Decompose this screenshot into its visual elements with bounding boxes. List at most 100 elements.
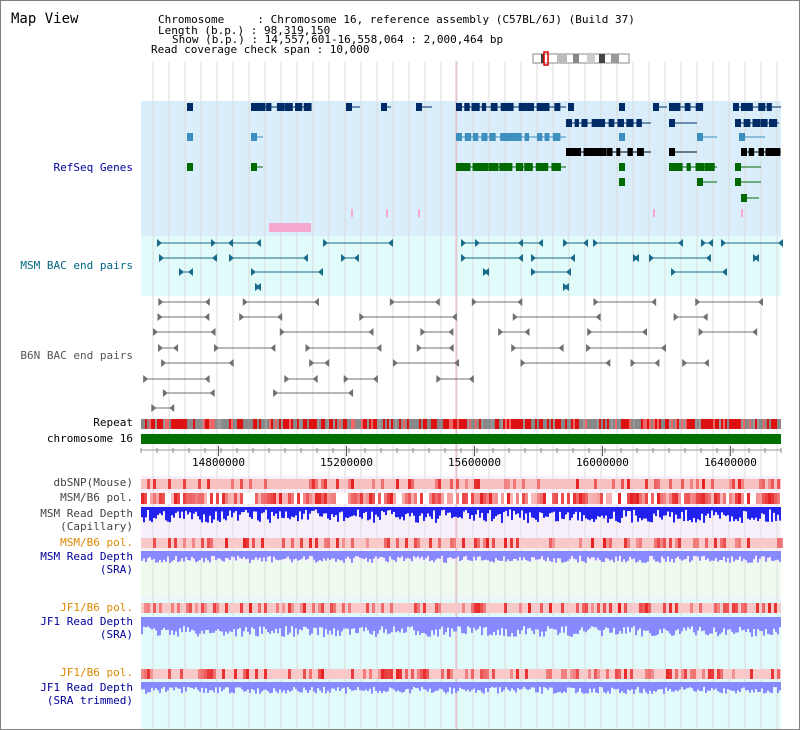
msm-depth-capillary-bar — [777, 507, 779, 515]
msm-bac-end — [256, 239, 261, 247]
msm-depth-capillary-bar — [755, 507, 757, 518]
repeat-segment — [467, 419, 469, 429]
jf1-depth-sra-bar — [385, 617, 387, 630]
jf1-depth-trimmed-bar — [369, 682, 371, 689]
b6n-bac-end — [605, 359, 611, 367]
dbsnp-track-cell — [669, 479, 672, 489]
jf1-depth-sra-bar — [541, 617, 543, 632]
dbsnp-track-cell — [768, 479, 771, 489]
track-label-dbsnp[interactable]: dbSNP(Mouse) — [53, 476, 133, 489]
jf1-depth-trimmed-bar — [443, 682, 445, 692]
msm-depth-sra-bar — [665, 551, 667, 562]
msm-depth-capillary-bar — [191, 507, 193, 520]
msm-depth-capillary-bar — [451, 507, 453, 519]
jf1-depth-sra-bar — [637, 617, 639, 631]
dbsnp-track-cell — [198, 479, 201, 489]
jf1-depth-sra-bar — [689, 617, 691, 629]
msm-depth-sra-bar — [157, 551, 159, 563]
track-label-jf1-b6-pol-1[interactable]: JF1/B6 pol. — [60, 601, 133, 614]
track-label-msm-depth-sra[interactable]: MSM Read Depth — [40, 550, 133, 563]
jf1-depth-trimmed-bar — [555, 682, 557, 694]
msm-depth-sra-bar — [361, 551, 363, 559]
jf1-b6-pol-track-1-cell — [291, 603, 294, 613]
msm-depth-capillary-bar — [763, 507, 765, 515]
repeat-segment — [685, 419, 687, 429]
msm-depth-sra-bar — [579, 551, 581, 556]
msm-bac-end — [649, 254, 654, 262]
jf1-depth-sra-bar — [531, 617, 533, 631]
track-label-msm-depth-capillary[interactable]: MSM Read Depth — [40, 507, 133, 520]
refseq-gene-0-2-exon — [346, 103, 352, 111]
msm-depth-capillary-bar — [741, 507, 743, 523]
msm-b6-pol-track-2-cell — [174, 538, 177, 548]
repeat-segment — [509, 419, 511, 429]
jf1-b6-pol-track-1-cell — [213, 603, 216, 613]
jf1-depth-trimmed-bar — [341, 682, 343, 689]
repeat-segment — [503, 419, 505, 429]
msm-depth-capillary-bar — [203, 507, 205, 515]
ideogram-band — [587, 54, 595, 63]
jf1-depth-sra-bar — [391, 617, 393, 632]
jf1-depth-trimmed-bar — [651, 682, 653, 694]
msm-depth-sra-bar — [309, 551, 311, 556]
refseq-exon — [773, 148, 781, 156]
track-label-repeat[interactable]: Repeat — [93, 416, 133, 429]
msm-depth-capillary-bar — [629, 507, 631, 512]
jf1-depth-trimmed-bar — [209, 682, 211, 691]
jf1-depth-trimmed-bar — [353, 682, 355, 691]
msm-bac-end — [671, 268, 676, 276]
jf1-b6-pol-track-1-cell — [249, 603, 252, 613]
jf1-b6-pol-track-1-cell — [330, 603, 333, 613]
jf1-depth-trimmed-bar — [641, 682, 643, 694]
msm-b6-pol-track-1-cell — [687, 493, 690, 504]
track-label-msm-b6-pol-1[interactable]: MSM/B6 pol. — [60, 491, 133, 504]
jf1-depth-sra-bar — [397, 617, 399, 632]
msm-b6-pol-track-1-cell — [321, 493, 324, 504]
jf1-b6-pol-track-2-cell — [423, 669, 426, 679]
msm-b6-pol-track-1-cell — [693, 493, 696, 504]
track-label-jf1-b6-pol-2[interactable]: JF1/B6 pol. — [60, 666, 133, 679]
jf1-depth-trimmed-bar — [521, 682, 523, 689]
jf1-depth-trimmed-bar — [685, 682, 687, 689]
msm-depth-capillary-bar — [719, 507, 721, 519]
msm-b6-pol-track-1-cell — [573, 493, 576, 504]
jf1-b6-pol-track-2-cell — [411, 669, 414, 679]
msm-depth-capillary-bar — [673, 507, 675, 523]
msm-depth-sra-bar — [441, 551, 443, 556]
msm-depth-capillary-bar — [491, 507, 493, 522]
jf1-depth-sra-bar — [669, 617, 671, 634]
msm-b6-pol-track-1-cell — [315, 493, 318, 504]
track-label-msm-b6-pol-2[interactable]: MSM/B6 pol. — [60, 536, 133, 549]
msm-depth-capillary-bar — [595, 507, 597, 520]
track-label-refseq[interactable]: RefSeq Genes — [53, 161, 133, 174]
track-label-msm-bac[interactable]: MSM BAC end pairs — [20, 259, 133, 272]
msm-b6-pol-track-1-cell — [456, 493, 459, 504]
msm-depth-capillary-bar — [269, 507, 271, 523]
msm-b6-pol-track-1-cell — [471, 493, 474, 504]
msm-depth-sra-bar — [699, 551, 701, 561]
jf1-depth-sra-bar — [515, 617, 517, 637]
msm-b6-pol-track-1-cell — [765, 493, 768, 504]
msm-b6-pol-track-2-cell — [342, 538, 345, 548]
jf1-b6-pol-track-2-cell — [144, 669, 147, 679]
jf1-depth-sra-bar — [569, 617, 571, 637]
repeat-segment — [511, 419, 513, 429]
repeat-segment — [231, 419, 233, 429]
msm-depth-sra-bar — [335, 551, 337, 562]
msm-depth-capillary-bar — [241, 507, 243, 513]
msm-depth-capillary-bar — [539, 507, 541, 513]
track-label-jf1-depth-trimmed[interactable]: JF1 Read Depth — [40, 681, 133, 694]
track-label-chromosome[interactable]: chromosome 16 — [46, 432, 133, 445]
msm-depth-sra-bar — [689, 551, 691, 563]
refseq-exon — [266, 103, 272, 111]
repeat-segment — [157, 419, 159, 429]
jf1-depth-trimmed-bar — [261, 682, 263, 692]
msm-b6-pol-track-1-cell — [186, 493, 189, 504]
jf1-depth-sra-bar — [261, 617, 263, 634]
track-label-jf1-depth-sra[interactable]: JF1 Read Depth — [40, 615, 133, 628]
repeat-segment — [353, 419, 355, 429]
jf1-depth-trimmed-bar — [447, 682, 449, 693]
msm-depth-capillary-bar — [221, 507, 223, 512]
track-label-b6n-bac[interactable]: B6N BAC end pairs — [20, 349, 133, 362]
msm-depth-capillary-bar — [259, 507, 261, 522]
